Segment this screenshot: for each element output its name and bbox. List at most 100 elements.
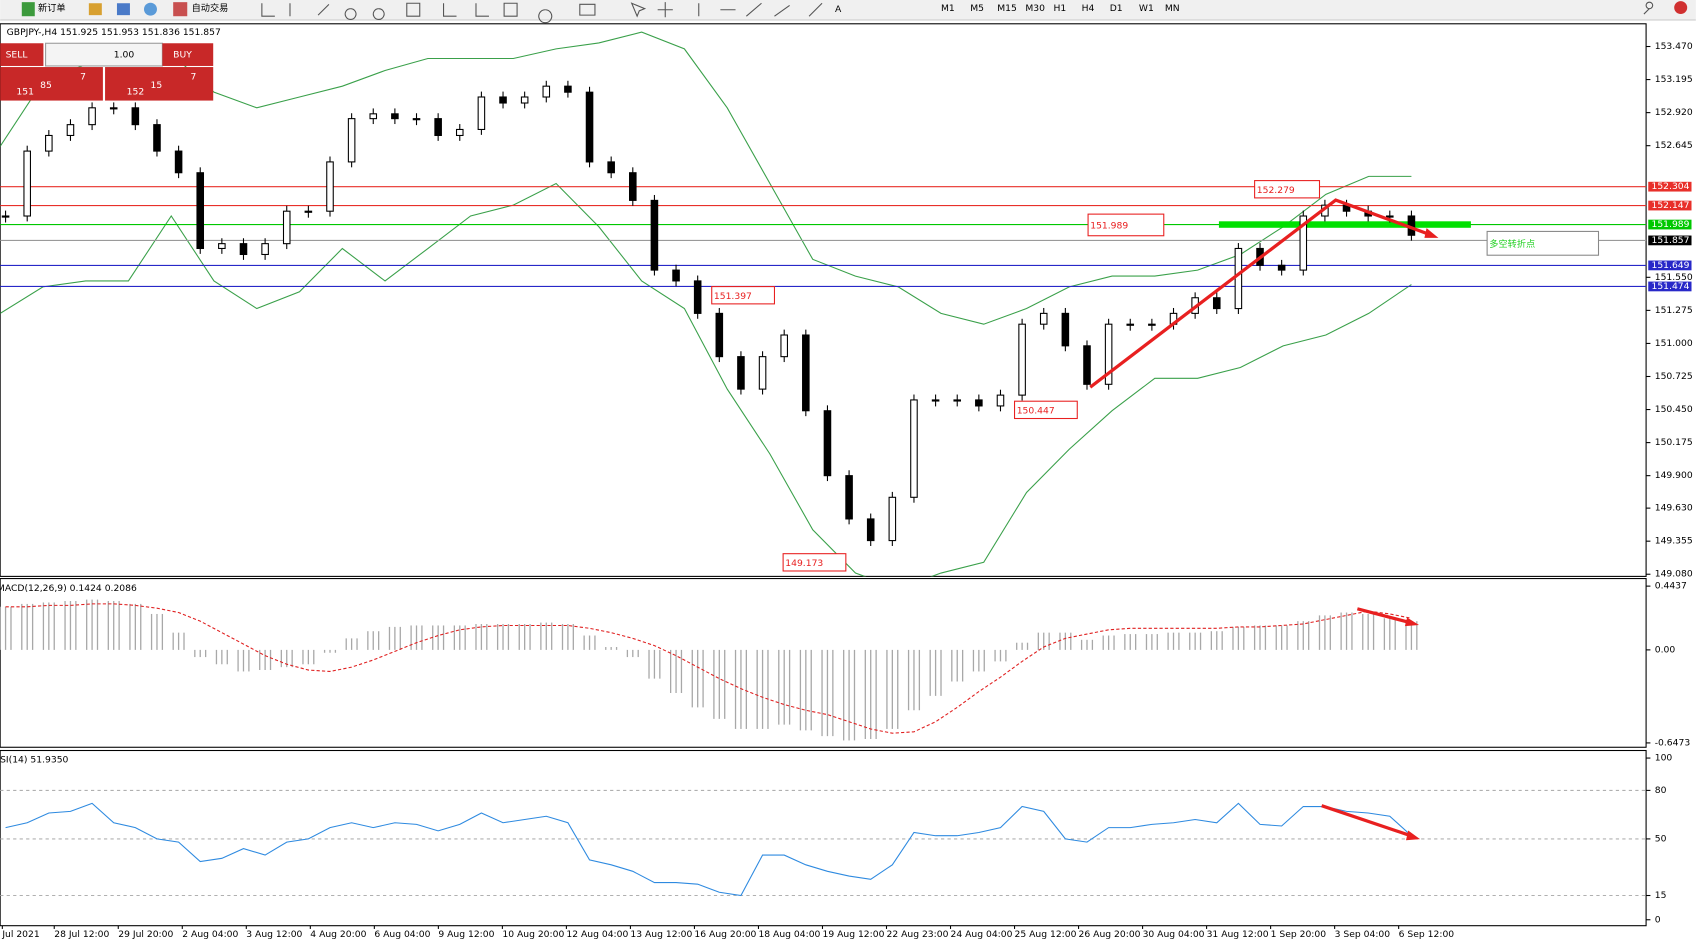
bollinger-band [0,31,1412,325]
timeframe-button[interactable]: H1 [1053,3,1066,14]
y-tick-label: 149.355 [1655,536,1693,547]
timeframe-button[interactable]: H4 [1082,3,1095,14]
bid-big[interactable]: 85 [40,80,52,91]
indicator-title: MACD(12,26,9) 0.1424 0.2086 [0,583,137,594]
tool-icon[interactable] [261,1,1654,24]
candle [1104,323,1113,385]
price-annotation: 151.397 [714,291,752,302]
price-annotation-box [1087,213,1165,237]
auto-trading-button[interactable]: 自动交易 [192,2,229,14]
candle [629,172,637,201]
y-tick-label: -0.6473 [1655,737,1691,748]
y-tick-label: 50 [1655,833,1667,844]
price-level-label: 152.147 [1651,200,1689,211]
candle [45,134,53,152]
auto-trading-icon[interactable] [173,2,188,17]
toolbar-icon[interactable] [143,2,157,16]
rsi-line [5,802,1412,897]
price-level-label: 151.649 [1651,260,1689,271]
timeframe-button[interactable]: M30 [1025,3,1045,14]
candle [499,96,507,104]
timeframe-button[interactable]: MN [1165,3,1180,14]
new-order-icon[interactable] [21,2,35,17]
candle [953,399,962,402]
price-level-tag [1648,281,1692,292]
lots-input[interactable] [45,42,163,67]
toolbar-icon[interactable] [116,3,130,16]
text-tool[interactable]: A [835,4,842,15]
price-annotation-box [1013,400,1078,420]
price-level-tag [1648,200,1692,211]
candle [304,210,313,213]
price-level-label: 151.474 [1651,281,1689,292]
candle [910,399,918,498]
y-tick-label: 0 [1655,914,1661,925]
candle [1083,345,1091,385]
price-level-tag [1648,260,1692,271]
price-level-label: 151.989 [1651,219,1689,230]
bid-button[interactable] [0,67,103,101]
sell-button[interactable] [0,43,44,66]
ask-head[interactable]: 152 [127,86,145,97]
candle [282,210,291,245]
bid-head[interactable]: 151 [16,86,34,97]
lots-value[interactable]: 1.00 [114,50,135,61]
alert-icon[interactable] [1674,1,1688,15]
candle [1212,297,1221,310]
candle [1061,312,1070,347]
candle [693,280,702,314]
toolbar-icon[interactable] [88,3,102,16]
candle [520,96,529,104]
candle [585,91,594,163]
y-tick-label: 150.175 [1655,437,1693,448]
y-tick-label: 150.725 [1655,371,1693,382]
timeframe-button[interactable]: M1 [941,3,955,14]
price-level-tag [1648,181,1692,192]
ask-tail[interactable]: 7 [190,71,196,82]
x-tick-label: 28 Jul 12:00 [54,929,109,940]
candle [1018,323,1026,396]
candle [174,150,183,174]
arrow-head [1404,617,1419,627]
candle [715,312,724,358]
y-tick-label: 151.000 [1655,338,1693,349]
bollinger-band [0,182,1412,577]
candle [780,334,788,358]
candle [66,124,75,137]
y-tick-label: 153.470 [1655,41,1693,52]
candle [434,118,442,137]
ask-big[interactable]: 15 [150,80,162,91]
rsi-plot-frame [0,749,1647,927]
ask-button[interactable] [105,67,214,101]
price-annotation-box [711,286,776,305]
candle [369,113,378,120]
main-plot-frame [0,23,1647,577]
bid-tail[interactable]: 7 [80,71,86,82]
candle [477,96,486,130]
candle [650,199,659,271]
x-tick-label: 13 Aug 12:00 [630,929,692,940]
timeframe-button[interactable]: M15 [997,3,1017,14]
candle [737,356,745,390]
y-tick-label: 149.080 [1655,569,1693,580]
toolbar-tools [261,1,1654,24]
buy-label[interactable]: BUY [173,50,192,61]
candle [109,107,118,110]
y-tick-label: 0.00 [1655,644,1676,655]
trend-arrow [1356,607,1412,625]
timeframe-button[interactable]: D1 [1110,3,1123,14]
candle [131,107,140,126]
y-tick-label: 152.645 [1655,140,1693,151]
y-tick-label: 80 [1655,785,1667,796]
new-order-button[interactable]: 新订单 [38,2,66,14]
timeframe-button[interactable]: W1 [1139,3,1154,14]
timeframe-button[interactable]: M5 [970,3,984,14]
candle [88,107,96,126]
candle [347,118,356,163]
y-tick-label: 149.630 [1655,503,1693,514]
candle [866,518,875,542]
sell-label[interactable]: SELL [6,50,29,61]
buy-button[interactable] [162,43,214,66]
x-tick-label: 6 Aug 04:00 [374,929,430,940]
y-tick-label: 151.550 [1655,272,1693,283]
